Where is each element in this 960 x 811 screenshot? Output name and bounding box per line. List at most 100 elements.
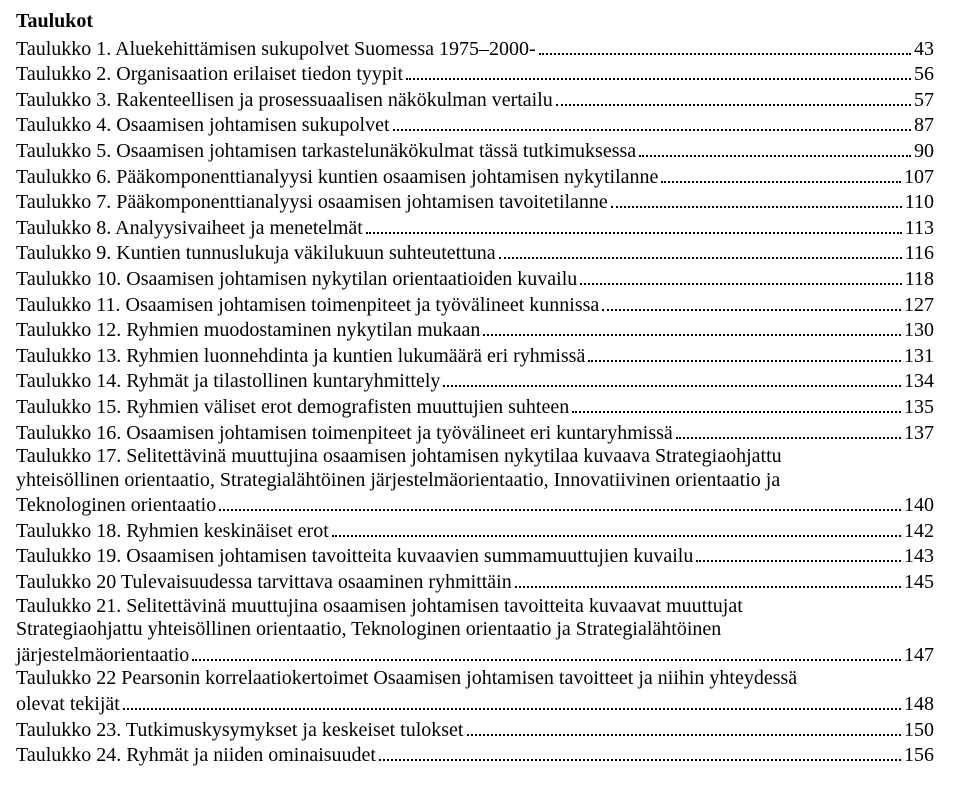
toc-entry-label: Taulukko 12. Ryhmien muodostaminen nykyt… <box>16 319 480 343</box>
toc-leader <box>539 36 911 55</box>
toc-entry: Taulukko 13. Ryhmien luonnehdinta ja kun… <box>16 343 934 369</box>
toc-entry-page: 107 <box>904 166 934 190</box>
toc-leader <box>611 189 902 208</box>
toc-entry-page: 134 <box>904 370 934 394</box>
toc-leader <box>443 368 901 387</box>
toc-leader <box>379 742 901 761</box>
toc-entry: Taulukko 1. Aluekehittämisen sukupolvet … <box>16 36 934 62</box>
toc-entry-label: Taulukko 15. Ryhmien väliset erot demogr… <box>16 396 569 420</box>
toc-entry-page: 150 <box>904 719 934 743</box>
toc-entry: Taulukko 16. Osaamisen johtamisen toimen… <box>16 420 934 446</box>
toc-entry-page: 43 <box>914 38 934 62</box>
toc-leader <box>602 292 901 311</box>
toc-entry-page: 118 <box>905 268 934 292</box>
toc-entry-page: 110 <box>905 191 934 215</box>
toc-entry-label: Taulukko 20 Tulevaisuudessa tarvittava o… <box>16 571 512 595</box>
toc-leader <box>499 240 902 259</box>
toc-entry-page: 135 <box>904 396 934 420</box>
toc-entry: Taulukko 23. Tutkimuskysymykset ja keske… <box>16 717 934 743</box>
toc-entry: Taulukko 10. Osaamisen johtamisen nykyti… <box>16 266 934 292</box>
toc-entry-page: 145 <box>904 571 934 595</box>
toc-entry-page: 142 <box>904 520 934 544</box>
toc-entry: Taulukko 14. Ryhmät ja tilastollinen kun… <box>16 368 934 394</box>
toc-leader <box>366 215 902 234</box>
toc-leader <box>639 138 911 157</box>
toc-entry-label: Taulukko 3. Rakenteellisen ja prosessuaa… <box>16 89 553 113</box>
toc-entry-label: Taulukko 6. Pääkomponenttianalyysi kunti… <box>16 166 658 190</box>
toc-leader <box>406 61 911 80</box>
toc-entry-page: 148 <box>904 693 934 717</box>
toc-entry-label: Taulukko 2. Organisaation erilaiset tied… <box>16 63 403 87</box>
toc-entry-page: 140 <box>904 494 934 518</box>
toc-leader <box>483 317 901 336</box>
toc-entry-page: 56 <box>914 63 934 87</box>
toc-leader <box>572 394 901 413</box>
toc-leader <box>515 569 901 588</box>
toc-entry-label: Teknologinen orientaatio <box>16 494 216 518</box>
toc-entry-page: 143 <box>904 545 934 569</box>
toc-entry-line: Taulukko 21. Selitettävinä muuttujina os… <box>16 595 934 619</box>
toc-entry-label: järjestelmäorientaatio <box>16 644 189 668</box>
toc-entry: Taulukko 21. Selitettävinä muuttujina os… <box>16 595 934 668</box>
toc-leader <box>696 543 901 562</box>
toc-entry-page: 116 <box>905 242 934 266</box>
toc-entry: Taulukko 15. Ryhmien väliset erot demogr… <box>16 394 934 420</box>
toc-entry-label: olevat tekijät <box>16 693 120 717</box>
toc-leader <box>580 266 901 285</box>
toc-entry-page: 113 <box>905 217 934 241</box>
toc-entry: Taulukko 17. Selitettävinä muuttujina os… <box>16 445 934 518</box>
toc-entry-page: 147 <box>904 644 934 668</box>
toc-entry-label: Taulukko 13. Ryhmien luonnehdinta ja kun… <box>16 345 585 369</box>
toc-entry-line: Strategiaohjattu yhteisöllinen orientaat… <box>16 618 934 642</box>
toc-entry-page: 87 <box>914 114 934 138</box>
toc-entry: Taulukko 9. Kuntien tunnuslukuja väkiluk… <box>16 240 934 266</box>
toc-entry-label: Taulukko 8. Analyysivaiheet ja menetelmä… <box>16 217 363 241</box>
list-heading: Taulukot <box>16 10 934 34</box>
toc-entry: Taulukko 4. Osaamisen johtamisen sukupol… <box>16 112 934 138</box>
toc-entry-page: 127 <box>904 294 934 318</box>
toc-entry-label: Taulukko 9. Kuntien tunnuslukuja väkiluk… <box>16 242 496 266</box>
toc-leader <box>467 717 902 736</box>
toc-entry: Taulukko 8. Analyysivaiheet ja menetelmä… <box>16 215 934 241</box>
toc-entry-page: 137 <box>904 422 934 446</box>
toc-entry: Taulukko 7. Pääkomponenttianalyysi osaam… <box>16 189 934 215</box>
toc-leader <box>556 87 911 106</box>
toc-entry-label: Taulukko 11. Osaamisen johtamisen toimen… <box>16 294 599 318</box>
toc-leader <box>393 112 911 131</box>
toc-entry: Taulukko 11. Osaamisen johtamisen toimen… <box>16 292 934 318</box>
toc-entry-label: Taulukko 18. Ryhmien keskinäiset erot <box>16 520 329 544</box>
toc-leader <box>661 164 901 183</box>
toc-entry-line: Taulukko 17. Selitettävinä muuttujina os… <box>16 445 934 469</box>
toc-entry-page: 131 <box>904 345 934 369</box>
toc-entry: Taulukko 22 Pearsonin korrelaatiokertoim… <box>16 667 934 716</box>
toc-entry-line: Taulukko 22 Pearsonin korrelaatiokertoim… <box>16 667 934 691</box>
toc-leader <box>676 420 901 439</box>
toc-leader <box>123 691 901 710</box>
toc-leader <box>219 492 901 511</box>
toc-entry: Taulukko 19. Osaamisen johtamisen tavoit… <box>16 543 934 569</box>
toc-entry-label: Taulukko 19. Osaamisen johtamisen tavoit… <box>16 545 693 569</box>
toc-entry-label: Taulukko 23. Tutkimuskysymykset ja keske… <box>16 719 464 743</box>
toc-entry-page: 130 <box>904 319 934 343</box>
toc-entry-label: Taulukko 7. Pääkomponenttianalyysi osaam… <box>16 191 608 215</box>
toc-entry-label: Taulukko 1. Aluekehittämisen sukupolvet … <box>16 38 536 62</box>
toc-entry-label: Taulukko 10. Osaamisen johtamisen nykyti… <box>16 268 577 292</box>
toc-entry: Taulukko 2. Organisaation erilaiset tied… <box>16 61 934 87</box>
toc-entry-label: Taulukko 24. Ryhmät ja niiden ominaisuud… <box>16 744 376 768</box>
toc-leader <box>192 642 901 661</box>
toc-entry: Taulukko 5. Osaamisen johtamisen tarkast… <box>16 138 934 164</box>
toc-entry: Taulukko 12. Ryhmien muodostaminen nykyt… <box>16 317 934 343</box>
toc-entry-label: Taulukko 16. Osaamisen johtamisen toimen… <box>16 422 673 446</box>
toc-leader <box>332 518 901 537</box>
table-of-tables: Taulukko 1. Aluekehittämisen sukupolvet … <box>16 36 934 768</box>
toc-entry-line: yhteisöllinen orientaatio, Strategialäht… <box>16 469 934 493</box>
toc-entry: Taulukko 3. Rakenteellisen ja prosessuaa… <box>16 87 934 113</box>
toc-leader <box>588 343 901 362</box>
toc-entry-page: 156 <box>904 744 934 768</box>
toc-entry-label: Taulukko 5. Osaamisen johtamisen tarkast… <box>16 140 636 164</box>
toc-entry: Taulukko 6. Pääkomponenttianalyysi kunti… <box>16 164 934 190</box>
toc-entry-label: Taulukko 4. Osaamisen johtamisen sukupol… <box>16 114 390 138</box>
toc-entry-page: 57 <box>914 89 934 113</box>
toc-entry-page: 90 <box>914 140 934 164</box>
toc-entry: Taulukko 24. Ryhmät ja niiden ominaisuud… <box>16 742 934 768</box>
